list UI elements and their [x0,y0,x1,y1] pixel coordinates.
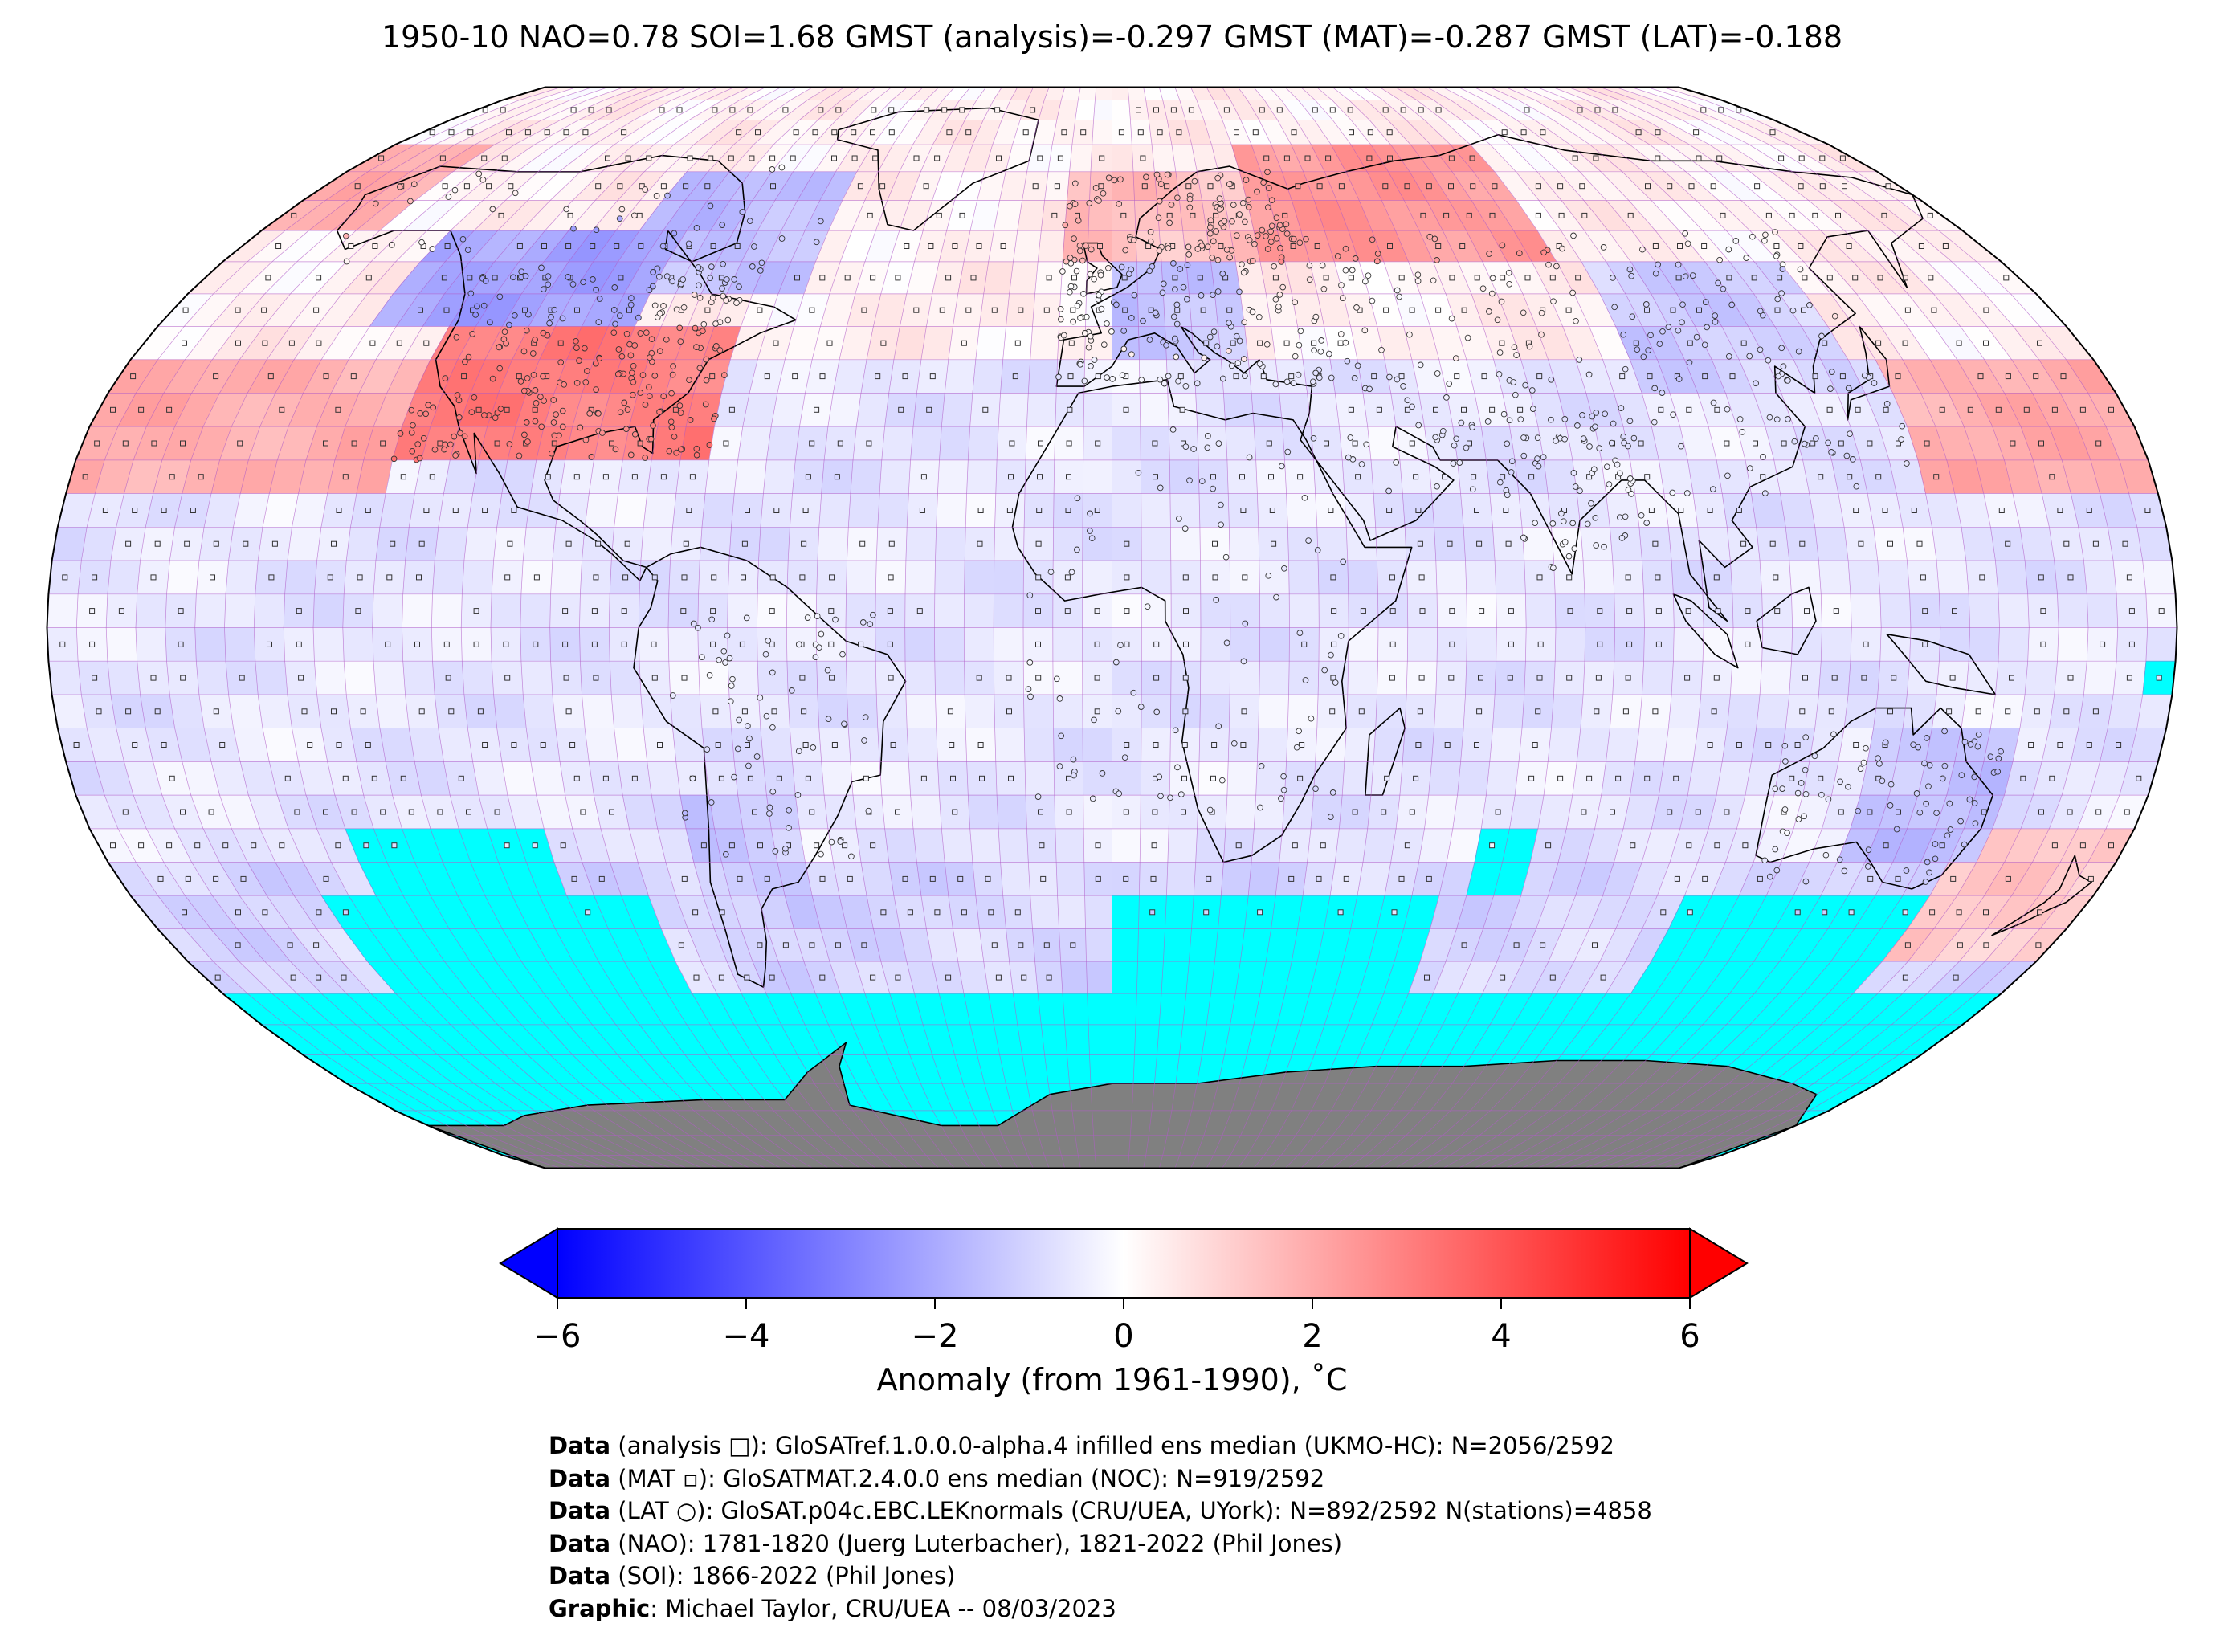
colorbar-body [557,1228,1691,1299]
colorbar-label: Anomaly (from 1961-1990), ˚C [876,1362,1348,1397]
credit-mat: Data (MAT ▫): GloSATMAT.2.4.0.0 ens medi… [549,1464,1325,1492]
credits: Data (analysis □): GloSATref.1.0.0.0-alp… [549,1430,1652,1625]
colorbar-extend-low [499,1227,558,1299]
colorbar-tick-label: 4 [1491,1318,1512,1355]
credit-soi: Data (SOI): 1866-2022 (Phil Jones) [549,1562,956,1589]
colorbar-tick-label: −6 [533,1318,582,1355]
colorbar-tick-label: 6 [1679,1318,1700,1355]
page-title: 1950-10 NAO=0.78 SOI=1.68 GMST (analysis… [381,19,1843,55]
credit-analysis: Data (analysis □): GloSATref.1.0.0.0-alp… [549,1432,1615,1459]
colorbar-tick-label: −4 [722,1318,770,1355]
credit-graphic: Graphic: Michael Taylor, CRU/UEA -- 08/0… [549,1594,1116,1622]
colorbar-tick-label: 2 [1302,1318,1323,1355]
colorbar-tick-label: −2 [911,1318,959,1355]
credit-nao: Data (NAO): 1781-1820 (Juerg Luterbacher… [549,1529,1343,1557]
colorbar-tick-label: 0 [1113,1318,1134,1355]
colorbar-tickmarks [557,1298,1691,1309]
credit-lat: Data (LAT ○): GloSAT.p04c.EBC.LEKnormals… [549,1497,1652,1524]
colorbar [499,1227,1749,1309]
anomaly-map [46,86,2178,1169]
colorbar-extend-high [1689,1227,1749,1299]
